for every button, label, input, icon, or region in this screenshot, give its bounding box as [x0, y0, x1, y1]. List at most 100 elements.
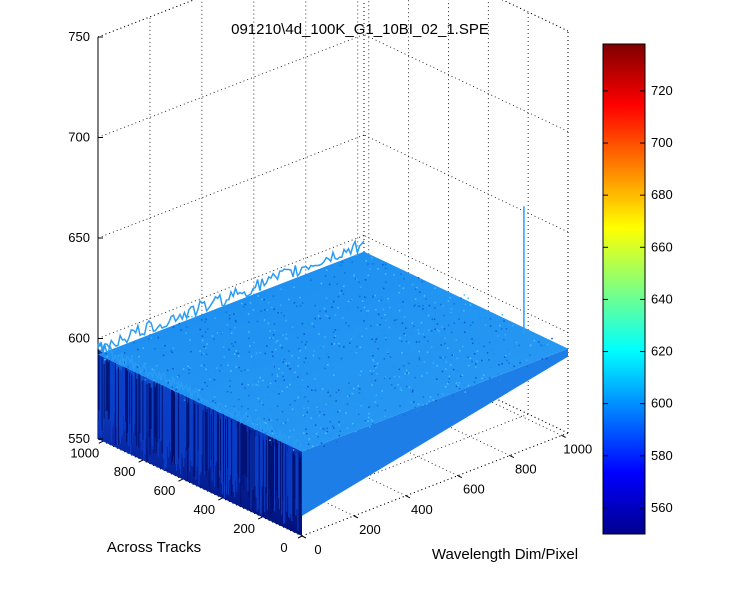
y-tick-mark — [138, 459, 143, 463]
surface-speck — [166, 369, 169, 372]
surface-speck — [386, 352, 389, 355]
surface-speck — [448, 324, 450, 327]
surface-speck — [370, 373, 372, 376]
surface-speck — [345, 403, 347, 405]
surface-speck — [381, 390, 383, 392]
surface-speck — [419, 291, 421, 293]
surface-speck — [370, 418, 372, 421]
surface-side-edge — [302, 348, 568, 516]
surface-speck — [426, 351, 429, 354]
surface-speck — [482, 374, 485, 376]
surface-speck — [384, 267, 387, 270]
surface-speck — [460, 375, 462, 378]
surface-speck — [289, 404, 291, 406]
surface-speck — [504, 333, 507, 336]
surface-speck — [271, 432, 274, 435]
surface-speck — [337, 410, 339, 413]
surface-speck — [264, 432, 267, 435]
surface-speck — [332, 425, 334, 427]
surface-speck — [471, 338, 473, 340]
surface-speck — [386, 351, 389, 354]
surface-speck — [282, 375, 284, 378]
surface-speck — [385, 338, 387, 341]
surface-speck — [291, 355, 293, 357]
surface-speck — [240, 405, 243, 408]
surface-speck — [317, 315, 320, 317]
surface-speck — [325, 297, 328, 299]
surface-speck — [335, 440, 338, 443]
surface-speck — [345, 412, 347, 414]
surface-speck — [251, 384, 254, 387]
surface-speck — [174, 392, 177, 395]
surface-speck — [418, 302, 420, 304]
surface-speck — [422, 308, 424, 310]
surface-speck — [314, 304, 316, 307]
surface-speck — [289, 440, 291, 442]
surface-speck — [378, 313, 380, 316]
surface-speck — [431, 318, 434, 320]
surface-speck — [297, 357, 300, 359]
surface-speck — [357, 306, 359, 309]
surface-speck — [253, 341, 255, 344]
surface-speck — [402, 364, 405, 367]
surface-speck — [293, 429, 295, 431]
surface-speck — [231, 343, 233, 345]
surface-speck — [155, 365, 158, 367]
surface-speck — [374, 264, 376, 266]
surface-speck — [379, 323, 381, 326]
surface-speck — [324, 367, 326, 370]
surface-speck — [201, 319, 203, 321]
surface-speck — [369, 268, 371, 270]
surface-speck — [463, 321, 466, 324]
surface-speck — [369, 370, 372, 372]
surface-speck — [213, 396, 216, 398]
surface-speck — [372, 294, 375, 297]
surface-speck — [337, 389, 340, 391]
surface-speck — [529, 344, 532, 347]
surface-speck — [372, 359, 374, 361]
surface-speck — [418, 305, 421, 308]
surface-speck — [400, 340, 403, 343]
surface-speck — [299, 296, 301, 299]
surface-speck — [307, 361, 309, 364]
surface-speck — [338, 271, 340, 273]
surface-speck — [243, 405, 246, 407]
surface-speck — [414, 376, 416, 379]
surface-speck — [471, 360, 473, 363]
surface-speck — [418, 407, 420, 409]
surface-speck — [336, 296, 339, 298]
surface-speck — [276, 418, 279, 421]
surface-speck — [269, 337, 271, 339]
surface-speck — [137, 354, 139, 356]
surface-speck — [365, 327, 368, 330]
surface-speck — [360, 309, 362, 312]
surface-speck — [374, 340, 377, 343]
colorbar-tick-label: 720 — [651, 83, 673, 98]
surface-speck — [490, 349, 493, 351]
surface-speck — [512, 324, 514, 327]
surface-speck — [282, 422, 285, 425]
surface-speck — [323, 428, 325, 430]
surface-speck — [288, 436, 290, 439]
surface-speck — [308, 322, 310, 325]
surface-speck — [172, 326, 175, 328]
surface-speck — [463, 310, 465, 312]
surface-speck — [332, 427, 335, 429]
y-tick-mark — [297, 535, 303, 539]
surface-speck — [303, 432, 305, 434]
surface-speck — [404, 372, 406, 375]
surface-speck — [414, 406, 417, 409]
surface-speck — [180, 329, 182, 331]
surface-speck — [206, 343, 208, 345]
surface-speck — [276, 339, 279, 342]
surface-speck — [269, 330, 271, 332]
surface-speck — [355, 351, 358, 354]
x-tick-mark — [457, 475, 463, 479]
surface-speck — [341, 317, 344, 319]
surface-speck — [329, 360, 331, 362]
surface-speck — [123, 352, 126, 354]
surface-speck — [234, 341, 237, 344]
surface-speck — [244, 303, 247, 306]
surface-speck — [303, 397, 305, 400]
surface-speck — [188, 372, 190, 375]
